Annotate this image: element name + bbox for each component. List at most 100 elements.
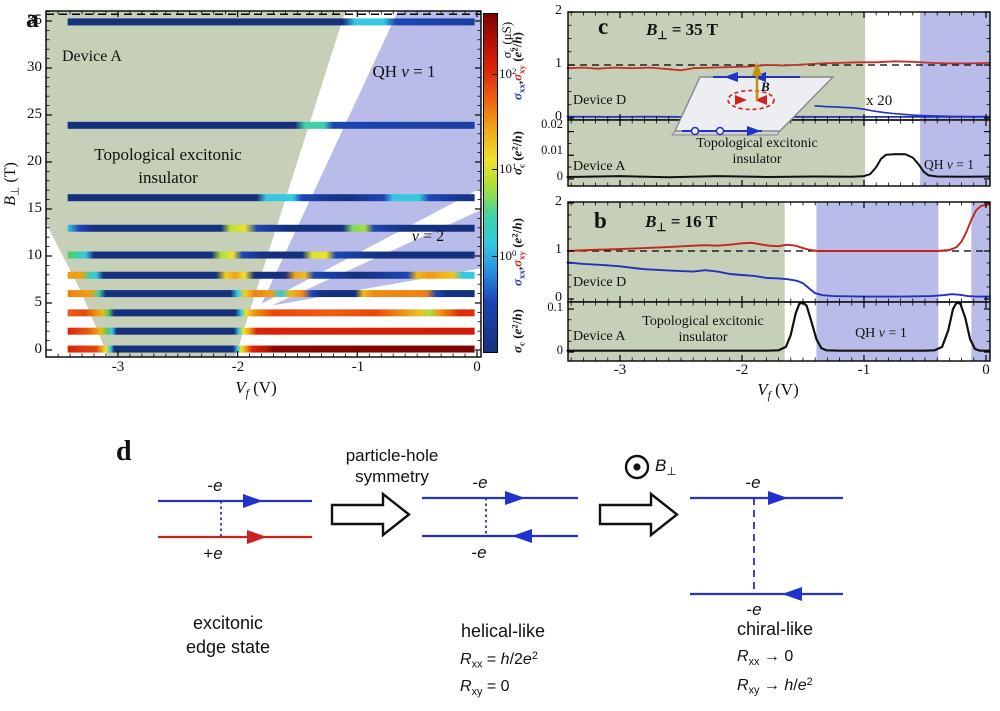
- panel-letter-d: d: [116, 436, 132, 467]
- series-sigma_c: [566, 301, 991, 352]
- panel-c-insulator-label-2: insulator: [732, 152, 782, 167]
- panel-c-device-a-label: Device A: [573, 159, 626, 174]
- heatmap-stripe-B34.9: [67, 18, 475, 26]
- panel-c_top: [566, 11, 991, 121]
- panel-a-device-label: Device A: [62, 48, 122, 65]
- panel-a-xtick--2: -2: [231, 359, 245, 375]
- colorbar-tick: [492, 169, 497, 171]
- panel-b-ylabel-sc: σc (e2/h): [509, 309, 527, 353]
- panel-c-device-d-label: Device D: [573, 93, 627, 108]
- charge-label-minus-e: -e: [207, 476, 223, 495]
- panel-a-ytick-0: 0: [34, 341, 43, 357]
- channel-arrow-right-icon: [243, 494, 263, 508]
- exciton-arrow-right-icon: [735, 95, 747, 105]
- dynamic-plots: [45, 10, 991, 362]
- panel-b-sc-ytick-01: 0.1: [547, 300, 563, 314]
- panel-c-ylabel-sc: σc (e2/h): [509, 131, 527, 175]
- transform-caption-particle-hole: particle-hole: [345, 446, 439, 465]
- panel-b-field-label: B⊥ = 16 T: [645, 212, 717, 235]
- panel-a-xtick--1: -1: [351, 359, 365, 375]
- panel-b-xlabel: Vf (V): [757, 380, 799, 403]
- channel-arrow-right-icon: [505, 491, 525, 505]
- heatmap-stripe-B7.95: [67, 271, 475, 279]
- diagram-chiral-like: [690, 491, 843, 601]
- panel-b-qh-label: QH ν = 1: [855, 326, 907, 341]
- panel-a-green-region-label-1: Topological excitonic: [94, 145, 242, 164]
- panel-a-nu2-label: ν = 2: [411, 228, 445, 245]
- colorbar-tick: [492, 256, 497, 258]
- helical-rxx-equation: Rxx = h/2e2: [460, 650, 538, 671]
- panel-a-xlabel: Vf (V): [235, 378, 277, 401]
- charge-label-minus-e: -e: [472, 473, 488, 492]
- panel-b-xtick--1: -1: [857, 362, 871, 378]
- heatmap-stripe-B3.95: [67, 309, 475, 317]
- heatmap-stripe-B10.1: [67, 251, 475, 259]
- diagram-excitonic-edge-state: [158, 494, 312, 544]
- panel-c-sc-ytick-0: 0: [556, 169, 563, 183]
- panel-a-ytick-5: 5: [34, 294, 43, 310]
- panel-a-ytick-15: 15: [27, 200, 42, 216]
- series-sigma_xx_x20: [814, 105, 991, 118]
- panel-c-ylabel-top: σxx,σxy (e2/h): [509, 32, 527, 100]
- panel-b-ylabel-top: σxx,σxy (e2/h): [509, 218, 527, 286]
- panel-b-device-d-label: Device D: [573, 275, 627, 290]
- charge-label-minus-e: -e: [746, 600, 762, 619]
- charge-label-minus-e: -e: [471, 543, 487, 562]
- colorbar-tick-1e1: 101: [499, 160, 517, 176]
- heatmap-stripe-B23.9: [67, 121, 475, 129]
- block-arrow-right-icon: [598, 491, 679, 538]
- panel-b-insulator-label-1: Topological excitonic: [642, 314, 764, 329]
- diagram-helical-like: [422, 491, 578, 543]
- series-sigma_c: [566, 153, 991, 179]
- panel-c-insulator-label-1: Topological excitonic: [696, 136, 818, 151]
- colorbar-tick-1e0: 100: [499, 247, 517, 263]
- phase-band: [568, 202, 785, 302]
- panel-b-sc-ytick-0: 0: [556, 343, 563, 357]
- panel-b-ytick-1: 1: [555, 242, 562, 257]
- panel-c_sc: [566, 119, 991, 187]
- chiral-rxx-equation: Rxx → 0: [737, 648, 794, 668]
- panel-a-xtick-0: 0: [473, 359, 481, 375]
- transform-caption-symmetry: symmetry: [355, 467, 429, 486]
- panel-a-ytick-20: 20: [27, 153, 42, 169]
- panel-b-ytick-2: 2: [555, 194, 562, 209]
- series-sigma_xy: [566, 60, 991, 72]
- edge-arrow-left-1-icon: [724, 72, 738, 82]
- panel-letter-b: b: [594, 208, 607, 233]
- field-out-of-plane-circle-icon: [624, 454, 650, 480]
- region-qh-nu2: [271, 209, 481, 306]
- helical-rxy-equation: Rxy = 0: [460, 678, 510, 698]
- electron-symbol-2-icon: [715, 126, 725, 136]
- panel-c-x20-label: x 20: [866, 93, 893, 109]
- channel-arrow-left-icon: [782, 587, 802, 601]
- colorbar-tick: [492, 74, 497, 76]
- panel-b-ytick-0: 0: [555, 290, 562, 305]
- region-topological-excitonic-insulator: [46, 11, 346, 357]
- panel-a-ytick-30: 30: [27, 59, 42, 75]
- panel-b-xtick-0: 0: [982, 362, 990, 378]
- colorbar: [483, 13, 498, 353]
- caption-excitonic: excitonic: [192, 613, 264, 633]
- panel-c-sc-ytick-001: 0.01: [541, 143, 563, 157]
- caption-edge-state: edge state: [185, 637, 271, 657]
- series-sigma_xy: [566, 203, 991, 252]
- panel-a-ytick-25: 25: [27, 106, 42, 122]
- channel-arrow-right-icon: [768, 491, 788, 505]
- caption-chiral-like: chiral-like: [736, 619, 814, 639]
- edge-arrow-right-icon: [747, 126, 761, 136]
- panel-b-insulator-label-2: insulator: [678, 330, 728, 345]
- panel-letter-c: c: [598, 14, 609, 39]
- heatmap-stripe-B12.95: [67, 224, 475, 232]
- panel-a-qh-nu1-label: QH ν = 1: [372, 62, 436, 81]
- panel-a: [45, 10, 482, 358]
- exciton-orbit-ellipse: [727, 89, 775, 111]
- panel-c-qh-label: QH ν = 1: [924, 157, 974, 172]
- axis-box: [567, 301, 991, 362]
- panel-a-ytick-35: 35: [27, 12, 42, 28]
- edge-arrow-left-2-icon: [752, 72, 766, 82]
- heatmap-stripe-B16.2: [67, 194, 475, 202]
- b-field-arrow-head-icon: [752, 62, 762, 76]
- panel-b-device-a-label: Device A: [573, 329, 626, 344]
- inset-b-field-label: B: [761, 79, 770, 94]
